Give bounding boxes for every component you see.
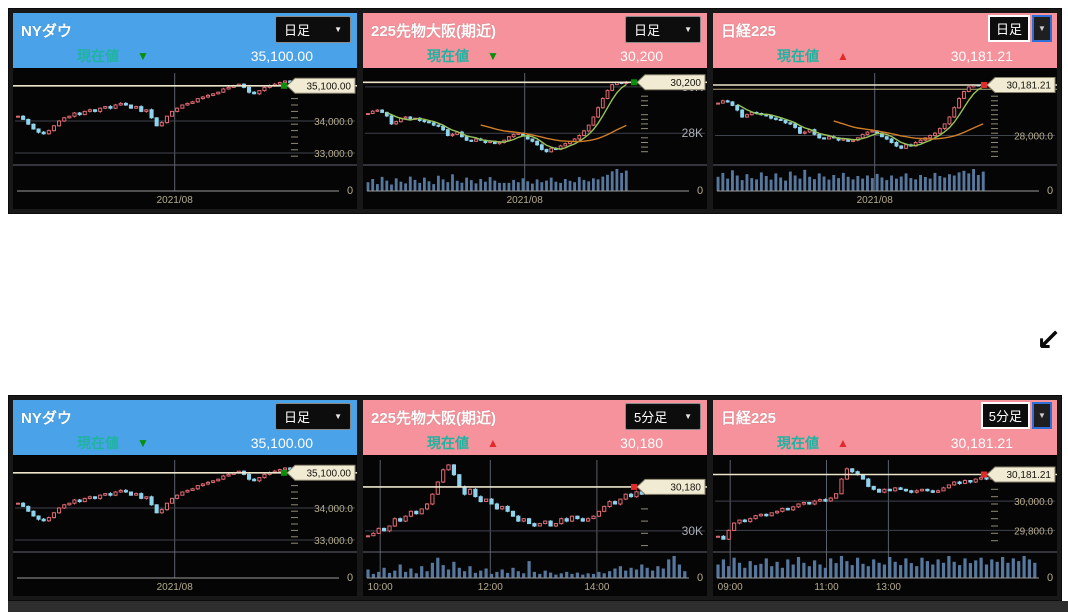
- svg-text:09:00: 09:00: [718, 582, 743, 593]
- svg-text:2021/08: 2021/08: [507, 195, 544, 206]
- svg-text:35,100.00: 35,100.00: [307, 81, 352, 92]
- svg-text:11:00: 11:00: [814, 582, 839, 593]
- chevron-down-button[interactable]: ▼: [1032, 15, 1052, 42]
- chart-group-bottom: NYダウ 日足 ▼ 現在値 ▼ 35,100.00 34,000.0 33,000…: [8, 395, 1062, 601]
- price-direction-icon: ▲: [837, 48, 849, 63]
- svg-text:33,000.0: 33,000.0: [314, 536, 353, 547]
- svg-text:12:00: 12:00: [478, 582, 503, 593]
- current-price-value: 30,181.21: [950, 47, 1013, 64]
- chart-panel-nydow: NYダウ 日足 ▼ 現在値 ▼ 35,100.00 34,000.0 33,000…: [13, 13, 357, 209]
- svg-text:14:00: 14:00: [584, 582, 609, 593]
- current-price-value: 35,100.00: [250, 47, 313, 64]
- interval-value: 日足: [284, 410, 311, 425]
- panel-header: 225先物大阪(期近) 5分足 ▼ 現在値 ▲ 30,180: [363, 400, 707, 455]
- price-direction-icon: ▼: [137, 48, 149, 63]
- panel-title: 日経225: [721, 409, 777, 427]
- svg-text:0: 0: [697, 572, 703, 584]
- interval-dropdown-focused: 日足 ▼: [987, 15, 1052, 42]
- chevron-down-icon: ▼: [334, 25, 342, 34]
- current-price-label: 現在値: [77, 434, 119, 451]
- interval-dropdown[interactable]: 5分足 ▼: [625, 403, 701, 430]
- panel-title: NYダウ: [21, 22, 72, 40]
- interval-dropdown-focused: 5分足 ▼: [980, 402, 1052, 429]
- chevron-down-icon: ▼: [334, 412, 342, 421]
- svg-text:10:00: 10:00: [368, 582, 393, 593]
- svg-text:30,181.21: 30,181.21: [1007, 81, 1052, 92]
- interval-value: 5分足: [634, 410, 668, 425]
- panel-header: NYダウ 日足 ▼ 現在値 ▼ 35,100.00: [13, 400, 357, 455]
- panel-header: 日経225 日足 ▼ 現在値 ▲ 30,181.21: [713, 13, 1057, 68]
- chevron-down-icon: ▼: [684, 412, 692, 421]
- svg-text:29,800.0: 29,800.0: [1014, 526, 1053, 537]
- price-direction-icon: ▲: [837, 435, 849, 450]
- interval-dropdown[interactable]: 日足 ▼: [275, 403, 351, 430]
- panel-header: 225先物大阪(期近) 日足 ▼ 現在値 ▼ 30,200: [363, 13, 707, 68]
- interval-value[interactable]: 5分足: [980, 402, 1030, 429]
- svg-text:34,000.0: 34,000.0: [314, 117, 353, 128]
- panel-title: 225先物大阪(期近): [371, 22, 497, 40]
- current-price-label: 現在値: [427, 434, 469, 451]
- candlestick-chart[interactable]: 30,000.0 29,800.0 0 09:00 11:00 13:00 30,181.2…: [713, 455, 1057, 596]
- current-price-value: 35,100.00: [250, 434, 313, 451]
- svg-text:34,000.0: 34,000.0: [314, 504, 353, 515]
- chart-panel-nikkei225: 日経225 5分足 ▼ 現在値 ▲ 30,181.21 30,000.0 29,8…: [713, 400, 1057, 596]
- svg-text:30,000.0: 30,000.0: [1014, 497, 1053, 508]
- current-price-label: 現在値: [777, 434, 819, 451]
- chart-panel-225-futures: 225先物大阪(期近) 5分足 ▼ 現在値 ▲ 30,180 30K 0 10:00…: [363, 400, 707, 596]
- chevron-down-icon: ▼: [1038, 24, 1046, 33]
- candlestick-chart[interactable]: 34,000.0 33,000.0 0 2021/08 35,100.00: [13, 455, 357, 596]
- panel-header: NYダウ 日足 ▼ 現在値 ▼ 35,100.00: [13, 13, 357, 68]
- chevron-down-button[interactable]: ▼: [1032, 402, 1052, 429]
- chart-panel-nydow: NYダウ 日足 ▼ 現在値 ▼ 35,100.00 34,000.0 33,000…: [13, 400, 357, 596]
- current-price-label: 現在値: [777, 47, 819, 64]
- panel-header: 日経225 5分足 ▼ 現在値 ▲ 30,181.21: [713, 400, 1057, 455]
- svg-text:13:00: 13:00: [876, 582, 901, 593]
- candlestick-chart[interactable]: 28,000.0 0 2021/08 30,181.21: [713, 68, 1057, 209]
- interval-value: 日足: [284, 23, 311, 38]
- svg-text:0: 0: [1047, 572, 1053, 584]
- interval-dropdown[interactable]: 日足 ▼: [625, 16, 701, 43]
- chart-panel-nikkei225: 日経225 日足 ▼ 現在値 ▲ 30,181.21 28,000.0 0 2021…: [713, 13, 1057, 209]
- price-direction-icon: ▲: [487, 435, 499, 450]
- svg-text:33,000.0: 33,000.0: [314, 149, 353, 160]
- candlestick-chart[interactable]: 30K 0 10:00 12:00 14:00 30,180: [363, 455, 707, 596]
- svg-text:30,200: 30,200: [670, 78, 701, 89]
- chart-panel-225-futures: 225先物大阪(期近) 日足 ▼ 現在値 ▼ 30,200 30K28K0202…: [363, 13, 707, 209]
- panel-title: NYダウ: [21, 409, 72, 427]
- svg-text:30,181.21: 30,181.21: [1007, 470, 1052, 481]
- interval-value: 日足: [634, 23, 661, 38]
- svg-text:0: 0: [697, 185, 703, 197]
- candlestick-chart[interactable]: 34,000.0 33,000.0 0 2021/08 35,100.00: [13, 68, 357, 209]
- svg-text:35,100.00: 35,100.00: [307, 468, 352, 479]
- window-edge-bar: [8, 601, 1068, 612]
- current-price-value: 30,181.21: [950, 434, 1013, 451]
- chevron-down-icon: ▼: [684, 25, 692, 34]
- svg-text:0: 0: [347, 572, 353, 584]
- svg-text:30,180: 30,180: [670, 482, 701, 493]
- svg-text:0: 0: [347, 185, 353, 197]
- interval-value[interactable]: 日足: [987, 15, 1030, 42]
- panel-title: 日経225: [721, 22, 777, 40]
- current-price-label: 現在値: [427, 47, 469, 64]
- chevron-down-icon: ▼: [1038, 411, 1046, 420]
- svg-text:2021/08: 2021/08: [857, 195, 894, 206]
- current-price-label: 現在値: [77, 47, 119, 64]
- current-price-value: 30,200: [620, 47, 663, 64]
- svg-text:30K: 30K: [682, 524, 703, 538]
- svg-text:2021/08: 2021/08: [157, 195, 194, 206]
- interval-dropdown[interactable]: 日足 ▼: [275, 16, 351, 43]
- price-direction-icon: ▼: [137, 435, 149, 450]
- panel-title: 225先物大阪(期近): [371, 409, 497, 427]
- svg-text:0: 0: [1047, 185, 1053, 197]
- svg-text:28,000.0: 28,000.0: [1014, 132, 1053, 143]
- southwest-arrow-cursor-icon: ↙: [1036, 323, 1062, 358]
- price-direction-icon: ▼: [487, 48, 499, 63]
- chart-group-top: NYダウ 日足 ▼ 現在値 ▼ 35,100.00 34,000.0 33,000…: [8, 8, 1062, 214]
- current-price-value: 30,180: [620, 434, 663, 451]
- svg-text:28K: 28K: [682, 126, 703, 140]
- svg-text:2021/08: 2021/08: [157, 582, 194, 593]
